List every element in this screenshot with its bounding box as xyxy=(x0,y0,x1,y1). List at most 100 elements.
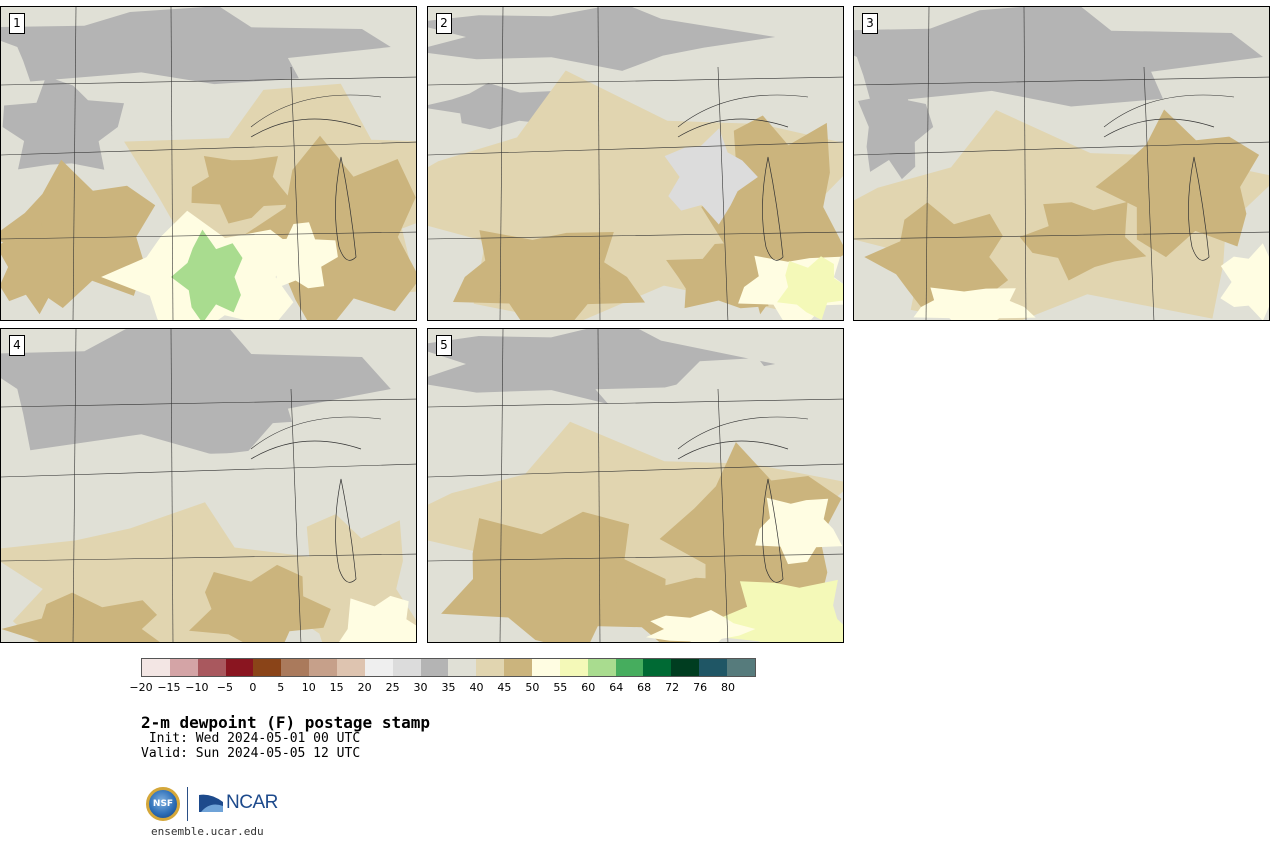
panel-1: 1 xyxy=(0,6,417,321)
colorbar-tick-label: 55 xyxy=(553,681,568,694)
dewpoint-region xyxy=(1095,109,1260,258)
lake-michigan-outline xyxy=(335,478,357,583)
state-border xyxy=(1103,94,1235,128)
lake-michigan-outline xyxy=(762,478,784,583)
dewpoint-region xyxy=(1220,243,1269,320)
dewpoint-region xyxy=(168,419,416,552)
state-border xyxy=(677,416,809,450)
dewpoint-region xyxy=(428,7,776,71)
lake-michigan-outline xyxy=(335,156,357,261)
state-border xyxy=(854,231,1269,240)
colorbar-swatch xyxy=(337,659,365,676)
colorbar-swatch xyxy=(615,659,644,676)
colorbar-tick-label: 0 xyxy=(249,681,257,694)
dewpoint-region xyxy=(338,595,416,642)
state-border xyxy=(1,76,416,86)
colorbar-swatch xyxy=(448,659,477,676)
colorbar-swatch xyxy=(197,659,226,676)
state-border xyxy=(1,398,416,408)
state-border xyxy=(854,141,1269,156)
init-time: Init: Wed 2024-05-01 00 UTC xyxy=(141,731,361,746)
colorbar-tick-label: 68 xyxy=(637,681,652,694)
lake-superior-outline xyxy=(250,440,362,460)
state-border xyxy=(428,398,843,408)
website-url: ensemble.ucar.edu xyxy=(151,825,264,838)
state-border xyxy=(499,329,504,642)
dewpoint-region xyxy=(777,256,843,320)
state-border xyxy=(1,231,416,240)
state-border xyxy=(250,416,382,450)
state-border xyxy=(428,231,843,240)
colorbar-tick-label: 60 xyxy=(581,681,596,694)
dewpoint-region xyxy=(659,442,842,627)
colorbar-swatch xyxy=(392,659,421,676)
state-border xyxy=(170,7,174,320)
state-border xyxy=(499,7,504,320)
lake-michigan-outline xyxy=(762,156,784,261)
state-border xyxy=(717,66,729,320)
panel-number: 5 xyxy=(436,335,452,356)
colorbar-tick-label: 10 xyxy=(301,681,316,694)
colorbar-swatch xyxy=(699,659,728,676)
state-border xyxy=(925,7,930,320)
colorbar-swatch xyxy=(476,659,505,676)
colorbar-tick-label: 76 xyxy=(693,681,708,694)
dewpoint-region xyxy=(171,229,243,320)
colorbar-tick-label: 80 xyxy=(721,681,736,694)
colorbar-ticks: −20 −15 −10 −5 0 5 10 15 20 25 30 35 40 45 50 55 60 64 68 7… xyxy=(129,681,756,695)
colorbar-tick-label: 45 xyxy=(497,681,512,694)
dewpoint-map-2 xyxy=(428,7,843,320)
colorbar-tick-label: 64 xyxy=(609,681,624,694)
colorbar-tick-label: 15 xyxy=(329,681,344,694)
colorbar-swatch xyxy=(671,659,700,676)
panel-2: 2 xyxy=(427,6,844,321)
panel-4: 4 xyxy=(0,328,417,643)
colorbar-tick-label: 30 xyxy=(413,681,428,694)
ncar-logo-text: NCAR xyxy=(226,792,278,813)
state-border xyxy=(290,388,302,642)
colorbar-tick-label: 5 xyxy=(277,681,285,694)
dewpoint-region xyxy=(189,564,331,642)
panel-number: 4 xyxy=(9,335,25,356)
state-border xyxy=(597,7,601,320)
dewpoint-region xyxy=(664,128,758,225)
colorbar-tick-label: 40 xyxy=(469,681,484,694)
state-border xyxy=(290,66,302,320)
state-border xyxy=(250,94,382,128)
dewpoint-map-5 xyxy=(428,329,843,642)
dewpoint-region xyxy=(265,222,338,289)
state-border xyxy=(428,553,843,562)
nsf-logo: NSF xyxy=(146,787,180,821)
dewpoint-region xyxy=(858,70,934,180)
logo-divider xyxy=(187,787,188,821)
state-border xyxy=(1143,66,1155,320)
state-border xyxy=(1,141,416,156)
panel-number: 3 xyxy=(862,13,878,34)
colorbar-tick-label: −10 xyxy=(185,681,209,694)
dewpoint-region xyxy=(717,579,843,642)
colorbar-swatch xyxy=(587,659,616,676)
dewpoint-region xyxy=(1,592,160,642)
colorbar-tick-label: 50 xyxy=(525,681,540,694)
state-border xyxy=(72,329,77,642)
colorbar-tick-label: 72 xyxy=(665,681,680,694)
panel-3: 3 xyxy=(853,6,1270,321)
dewpoint-region xyxy=(453,230,645,320)
dewpoint-map-3 xyxy=(854,7,1269,320)
figure-title: 2-m dewpoint (F) postage stamp xyxy=(141,713,430,732)
panel-5: 5 xyxy=(427,328,844,643)
ncar-logo: NCAR xyxy=(198,791,278,815)
lake-superior-outline xyxy=(1103,118,1215,138)
panel-number: 1 xyxy=(9,13,25,34)
colorbar-swatch xyxy=(253,659,282,676)
state-border xyxy=(1,463,416,478)
dewpoint-region xyxy=(913,287,1036,320)
lake-michigan-outline xyxy=(1188,156,1210,261)
state-border xyxy=(428,76,843,86)
dewpoint-region xyxy=(2,76,125,170)
state-border xyxy=(597,329,601,642)
state-border xyxy=(72,7,77,320)
colorbar-swatch xyxy=(142,659,170,676)
dewpoint-map-1 xyxy=(1,7,416,320)
dewpoint-region xyxy=(755,497,843,565)
